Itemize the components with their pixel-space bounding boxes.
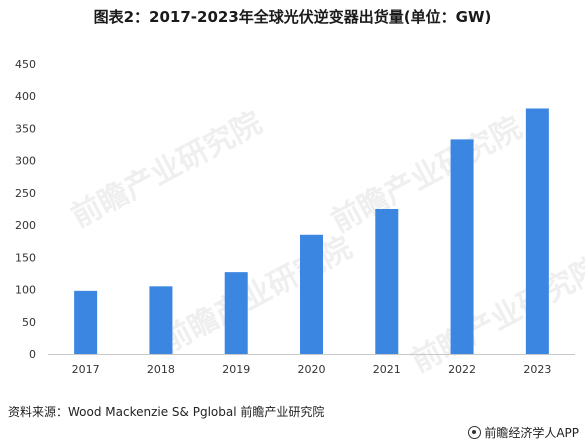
y-tick-label: 100 [15,284,36,297]
x-tick-label: 2019 [222,363,250,376]
bars [74,108,549,354]
x-tick-label: 2018 [147,363,175,376]
y-tick-label: 350 [15,122,36,135]
x-tick-label: 2023 [523,363,551,376]
y-tick-label: 150 [15,251,36,264]
bar-2021 [375,209,399,354]
brand-label: 前瞻经济学人APP [484,426,579,440]
bar-2018 [149,286,173,354]
y-tick-label: 50 [22,316,36,329]
x-tick-label: 2022 [448,363,476,376]
bar-2022 [450,139,474,354]
chart-title: 图表2：2017-2023年全球光伏逆变器出货量(单位：GW) [93,8,492,26]
brand-footer: 前瞻经济学人APP [468,424,579,441]
y-tick-label: 0 [29,348,36,361]
bar-chart: 0 50 100 150 200 250 300 350 400 450 2017 2018 2019… [15,58,575,376]
y-tick-label: 450 [15,58,36,71]
x-axis: 2017 2018 2019 2020 2021 2022 2023 [72,363,552,376]
x-tick-label: 2020 [298,363,326,376]
bar-2017 [74,290,98,354]
x-tick-label: 2017 [72,363,100,376]
bar-2020 [300,234,323,354]
source-note: 资料来源：Wood Mackenzie S& Pglobal 前瞻产业研究院 [8,405,325,419]
y-tick-label: 300 [15,155,36,168]
x-tick-label: 2021 [373,363,401,376]
bar-2019 [224,272,248,354]
y-axis: 0 50 100 150 200 250 300 350 400 450 [15,58,575,361]
brand-logo-icon [468,426,482,439]
y-tick-label: 200 [15,219,36,232]
y-tick-label: 400 [15,90,36,103]
bar-2023 [525,108,549,354]
y-tick-label: 250 [15,187,36,200]
